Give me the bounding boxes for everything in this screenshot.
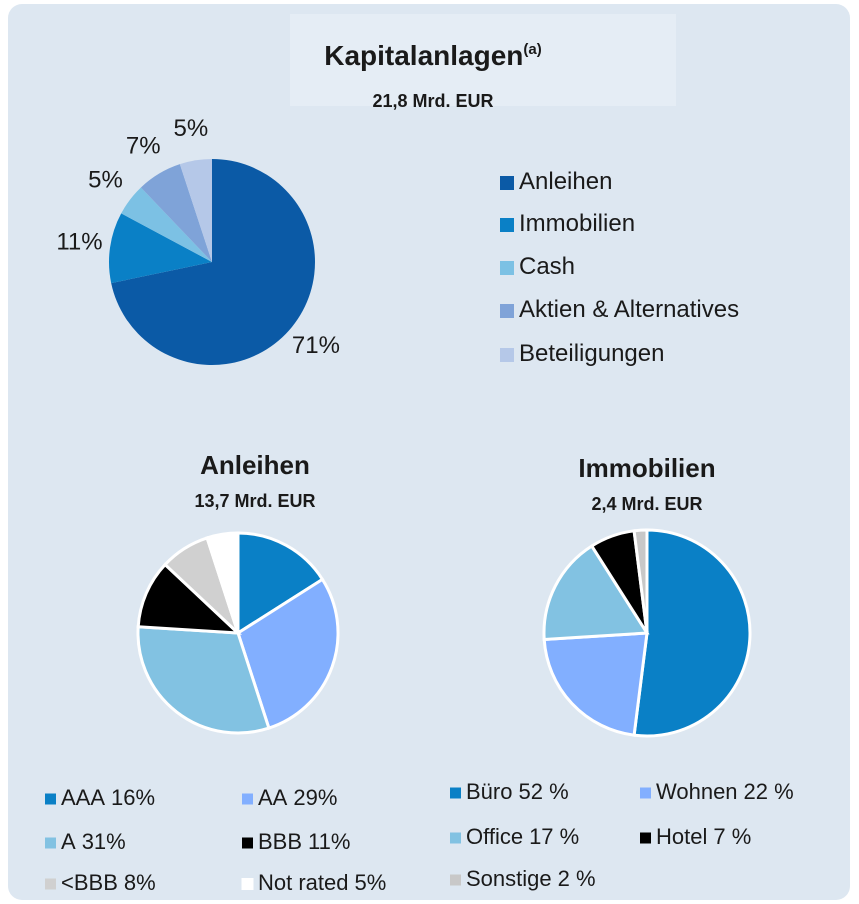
- legend-value: 2 %: [558, 866, 596, 891]
- legend-value: 31%: [82, 829, 126, 854]
- legend-label: Beteiligungen: [519, 340, 664, 367]
- legend-name: <BBB: [61, 870, 118, 895]
- pie-slice: [632, 528, 752, 738]
- legend-value: 29%: [293, 785, 337, 810]
- legend-swatch: [45, 878, 56, 890]
- legend-swatch: [640, 832, 651, 844]
- chart-title: Anleihen: [200, 450, 310, 480]
- pie-slice: [179, 159, 212, 262]
- legend-name: Cash: [519, 253, 575, 280]
- legend-name: Hotel: [656, 824, 707, 849]
- pie-slice: [542, 631, 649, 737]
- data-label: 5%: [88, 166, 123, 193]
- legend-label: Office 17 %: [466, 824, 579, 849]
- legend-swatch: [500, 348, 514, 362]
- legend-value: 52 %: [518, 779, 568, 804]
- title-note: (a): [523, 41, 541, 58]
- legend-swatch: [241, 878, 254, 890]
- legend-label: AAA 16%: [61, 785, 155, 810]
- legend-swatch: [45, 793, 56, 805]
- legend-name: Immobilien: [519, 210, 635, 237]
- data-label: 7%: [126, 132, 161, 159]
- legend-label: Sonstige 2 %: [466, 866, 596, 891]
- legend-name: Sonstige: [466, 866, 552, 891]
- legend-name: Office: [466, 824, 523, 849]
- legend-label: BBB 11%: [258, 829, 350, 854]
- legend-label: Aktien & Alternatives: [519, 296, 739, 323]
- legend-value: 17 %: [529, 824, 579, 849]
- legend-name: BBB: [258, 829, 302, 854]
- legend-name: AA: [258, 785, 288, 810]
- chart-title-text: Immobilien: [578, 453, 715, 483]
- legend-label: Büro 52 %: [466, 779, 569, 804]
- pie-slice: [121, 187, 212, 262]
- legend-swatch: [242, 793, 253, 805]
- chart-subtitle: 13,7 Mrd. EUR: [194, 491, 315, 511]
- legend-label: A 31%: [61, 829, 126, 854]
- legend-value: 16%: [111, 785, 155, 810]
- legend-name: Wohnen: [656, 779, 738, 804]
- legend-value: 8%: [124, 870, 156, 895]
- chart-title-text: Anleihen: [200, 450, 310, 480]
- legend-swatch: [242, 837, 253, 849]
- pie-slice: [542, 543, 650, 642]
- legend-swatch: [500, 218, 514, 232]
- legend-swatch: [45, 837, 56, 849]
- chart-subtitle: 2,4 Mrd. EUR: [591, 494, 702, 514]
- legend-label: Not rated 5%: [258, 870, 386, 895]
- legend-name: Büro: [466, 779, 512, 804]
- legend-swatch: [450, 832, 461, 844]
- pie-slice: [136, 625, 271, 735]
- legend-label: Cash: [519, 253, 575, 280]
- legend-value: 11%: [308, 829, 350, 854]
- legend-label: <BBB 8%: [61, 870, 156, 895]
- legend-name: Anleihen: [519, 168, 612, 195]
- legend-value: 7 %: [713, 824, 751, 849]
- pie-slice: [109, 213, 212, 284]
- title-box: [290, 14, 676, 106]
- pie-slice: [236, 531, 325, 636]
- legend-swatch: [500, 261, 514, 275]
- chart-title: Immobilien: [578, 453, 715, 483]
- pie-slice: [205, 531, 240, 634]
- legend-label: Wohnen 22 %: [656, 779, 794, 804]
- legend-swatch: [640, 787, 651, 799]
- legend-swatch: [500, 176, 514, 190]
- legend-value: 22 %: [744, 779, 794, 804]
- legend-value: 5%: [355, 870, 387, 895]
- legend-label: Hotel 7 %: [656, 824, 751, 849]
- legend-name: A: [61, 829, 76, 854]
- legend-label: Immobilien: [519, 210, 635, 237]
- legend-name: Not rated: [258, 870, 349, 895]
- data-label: 11%: [56, 228, 102, 255]
- legend-label: Anleihen: [519, 168, 612, 195]
- data-label: 71%: [292, 332, 340, 359]
- chart-title-text: Kapitalanlagen: [324, 40, 523, 71]
- pie-slice: [140, 164, 212, 262]
- pie-slice: [632, 528, 649, 634]
- pie-slice: [236, 577, 340, 730]
- legend-name: Aktien & Alternatives: [519, 296, 739, 323]
- chart-title: Kapitalanlagen(a): [324, 40, 542, 71]
- chart-subtitle: 21,8 Mrd. EUR: [372, 91, 493, 111]
- legend-swatch: [450, 787, 461, 799]
- legend-swatch: [500, 304, 514, 318]
- legend-name: Beteiligungen: [519, 340, 664, 367]
- legend-name: AAA: [61, 785, 105, 810]
- data-label: 5%: [173, 115, 208, 142]
- legend-swatch: [450, 874, 461, 886]
- pie-slice: [111, 159, 316, 366]
- legend-label: AA 29%: [258, 785, 337, 810]
